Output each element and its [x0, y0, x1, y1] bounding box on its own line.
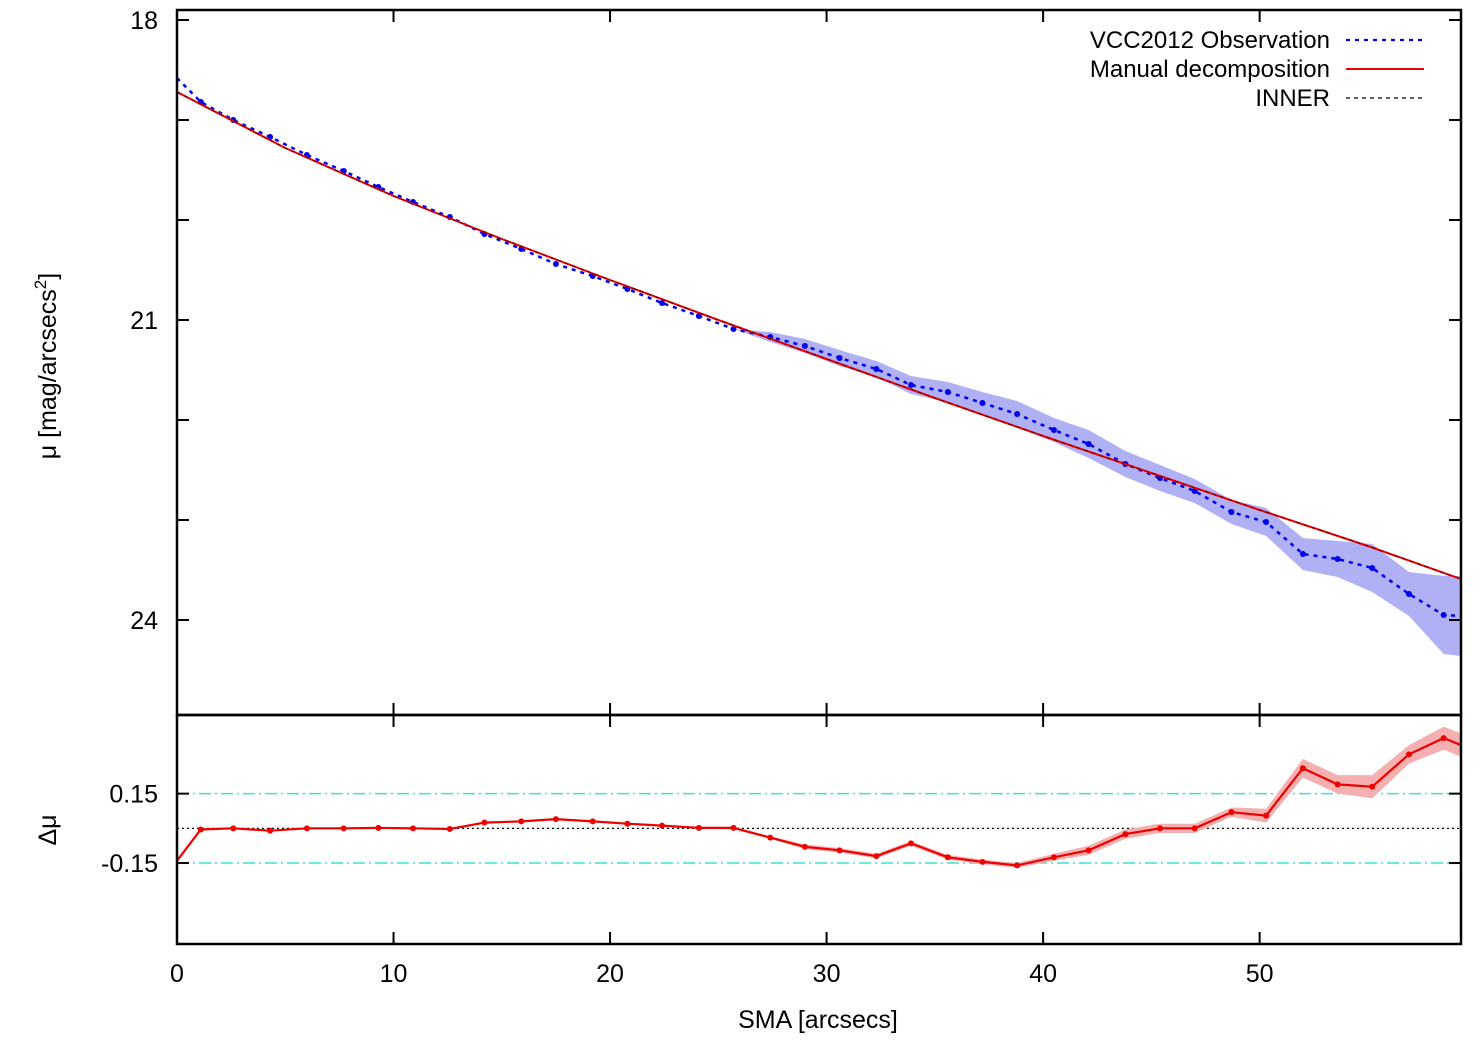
y-tick-label: 0.15 — [109, 781, 158, 809]
residual-point — [801, 843, 808, 850]
observation-point — [659, 300, 666, 306]
observation-point — [1334, 556, 1341, 562]
residual-point — [1369, 783, 1376, 790]
inner-line — [177, 91, 1461, 580]
observation-point — [1440, 612, 1447, 618]
x-tick-label: 30 — [813, 960, 841, 988]
residual-point — [410, 825, 417, 832]
residual-point — [836, 847, 843, 854]
top-panel: 18 21 24 μ [mag/arcsecs2] VCC2012 Observat… — [31, 7, 1463, 717]
observation-point — [944, 389, 951, 395]
residual-point — [589, 818, 596, 825]
residual-point — [1228, 809, 1235, 816]
observation-point — [1369, 565, 1376, 571]
residual-point — [1263, 812, 1270, 819]
residual-point — [481, 819, 488, 826]
residual-point — [1122, 831, 1129, 838]
x-tick-label: 0 — [170, 960, 184, 988]
y-axis-label-top: μ [mag/arcsecs2] — [31, 273, 62, 459]
x-tick-label: 10 — [380, 960, 408, 988]
residual-point — [944, 854, 951, 861]
residual-point — [767, 834, 774, 841]
residual-point — [624, 820, 631, 827]
residual-line — [177, 736, 1461, 867]
residual-error-band — [177, 726, 1461, 868]
bottom-panel: 0.15 -0.15 0 10 20 30 40 50 Δμ SMA [arcsecs] — [34, 713, 1463, 1034]
top-frame — [175, 8, 1463, 717]
y-tick-label: 21 — [130, 307, 158, 335]
observation-point — [1050, 427, 1057, 433]
residual-point — [1157, 825, 1164, 832]
x-tick-label: 50 — [1246, 960, 1274, 988]
residual-point — [908, 840, 915, 847]
residual-point — [552, 816, 559, 823]
residual-point — [267, 827, 274, 834]
residual-point — [730, 824, 737, 831]
observation-point — [873, 366, 880, 372]
residual-point — [659, 822, 666, 829]
residual-point — [1334, 781, 1341, 788]
residual-point — [695, 824, 702, 831]
residual-point — [1014, 862, 1021, 869]
observation-point — [1263, 519, 1270, 525]
residual-point — [303, 825, 310, 832]
legend-label: Manual decomposition — [1090, 56, 1330, 83]
y-tick-label: 18 — [130, 7, 158, 35]
residual-point — [1440, 735, 1447, 742]
y-tick-label: 24 — [130, 607, 158, 635]
observation-error-band — [177, 78, 1461, 656]
observation-point — [1299, 551, 1306, 557]
residual-point — [518, 818, 525, 825]
y-tick-label: -0.15 — [101, 850, 158, 878]
residual-point — [197, 826, 204, 833]
residual-point — [1085, 847, 1092, 854]
observation-point — [695, 313, 702, 319]
bottom-series-group — [177, 726, 1461, 869]
x-tick-label: 40 — [1029, 960, 1057, 988]
observation-point — [1014, 411, 1021, 417]
observation-point — [1191, 488, 1198, 494]
bottom-frame — [175, 713, 1463, 946]
observation-point — [552, 261, 559, 267]
observation-line — [177, 77, 1461, 618]
residual-point — [446, 826, 453, 833]
legend-label: INNER — [1255, 85, 1330, 112]
residual-point — [340, 825, 347, 832]
top-plot-area: 18 21 24 — [130, 7, 1463, 717]
residual-point — [979, 858, 986, 865]
x-axis-label: SMA [arcsecs] — [738, 1006, 898, 1034]
observation-point — [1228, 509, 1235, 515]
top-series-group — [177, 77, 1461, 656]
residual-point — [873, 853, 880, 860]
x-tick-label: 20 — [596, 960, 624, 988]
legend-label: VCC2012 Observation — [1090, 27, 1330, 54]
bottom-plot-area: 0.15 -0.15 0 10 20 30 40 50 — [101, 713, 1463, 988]
y-axis-label-bottom: Δμ — [34, 814, 62, 845]
residual-point — [375, 824, 382, 831]
observation-point — [836, 355, 843, 361]
residual-point — [1406, 751, 1413, 758]
manual-decomposition-line — [177, 91, 1461, 580]
observation-point — [979, 400, 986, 406]
residual-point — [1191, 825, 1198, 832]
residual-point — [1050, 854, 1057, 861]
residual-point — [230, 825, 237, 832]
observation-point — [908, 382, 915, 388]
observation-point — [730, 326, 737, 332]
observation-point — [801, 343, 808, 349]
observation-point — [1085, 441, 1092, 447]
residual-point — [1299, 765, 1306, 772]
observation-point — [1406, 591, 1413, 597]
